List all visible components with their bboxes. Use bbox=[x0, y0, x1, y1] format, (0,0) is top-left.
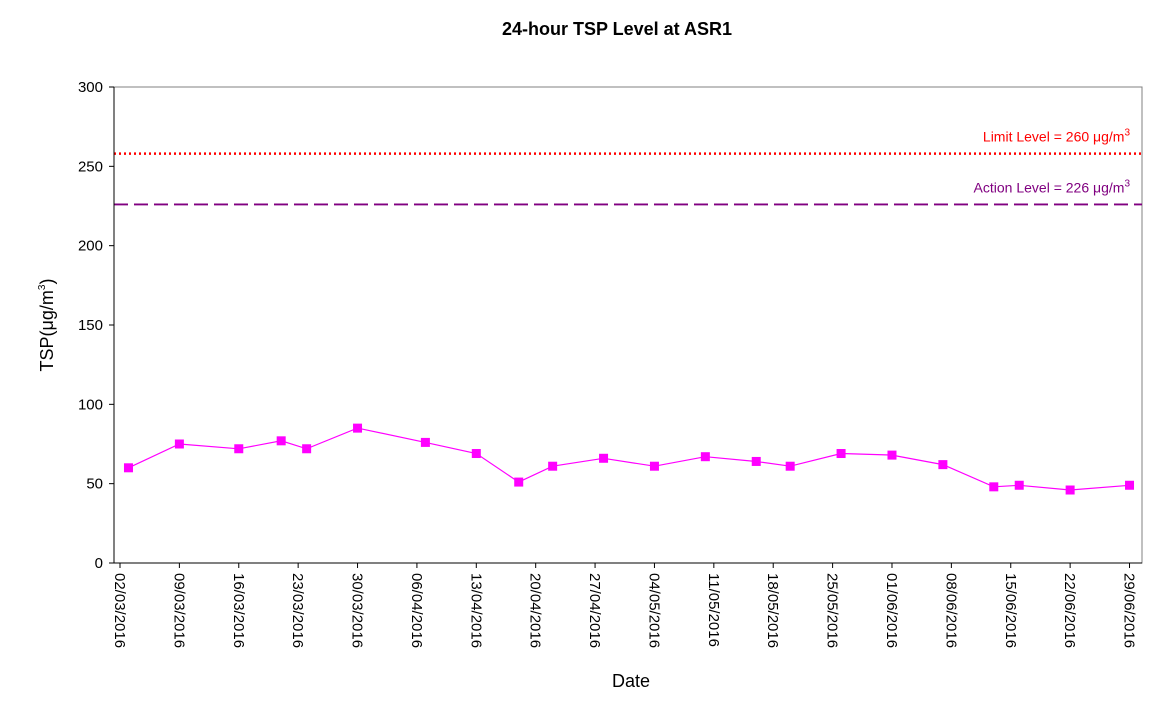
x-tick-label: 25/05/2016 bbox=[824, 573, 841, 648]
y-axis-label: TSP(μg/m3) bbox=[37, 279, 57, 372]
y-tick-label: 0 bbox=[95, 555, 103, 572]
data-point bbox=[836, 449, 846, 459]
limit-level-label: Limit Level = 260 μg/m3 bbox=[983, 128, 1131, 145]
data-point bbox=[751, 456, 761, 466]
data-point bbox=[420, 437, 430, 447]
series-group bbox=[123, 423, 1135, 495]
x-tick-label: 04/05/2016 bbox=[645, 573, 662, 648]
x-tick-label: 13/04/2016 bbox=[467, 573, 484, 648]
x-tick-label: 27/04/2016 bbox=[586, 573, 603, 648]
data-point bbox=[123, 463, 133, 473]
y-axis-label-sup: 3 bbox=[37, 284, 48, 290]
data-point bbox=[938, 460, 948, 470]
chart-title: 24-hour TSP Level at ASR1 bbox=[502, 19, 732, 39]
data-point bbox=[1014, 480, 1024, 490]
y-tick-label: 150 bbox=[78, 317, 103, 334]
x-tick-label: 02/03/2016 bbox=[111, 573, 128, 648]
x-tick-label: 15/06/2016 bbox=[1002, 573, 1019, 648]
data-point bbox=[234, 444, 244, 454]
data-point bbox=[649, 461, 659, 471]
data-point bbox=[887, 450, 897, 460]
x-tick-label: 23/03/2016 bbox=[289, 573, 306, 648]
data-point bbox=[302, 444, 312, 454]
data-point bbox=[353, 423, 363, 433]
y-axis-label-base: TSP(μg/m bbox=[37, 290, 57, 371]
x-tick-label: 08/06/2016 bbox=[942, 573, 959, 648]
x-tick-label: 22/06/2016 bbox=[1061, 573, 1078, 648]
x-tick-label: 11/05/2016 bbox=[705, 573, 722, 647]
data-point bbox=[548, 461, 558, 471]
x-tick-label: 29/06/2016 bbox=[1121, 573, 1138, 648]
y-tick-label: 250 bbox=[78, 158, 103, 175]
data-point bbox=[174, 439, 184, 449]
data-point bbox=[700, 452, 710, 462]
x-tick-label: 09/03/2016 bbox=[170, 573, 187, 648]
y-axis: 0 50 100 150 200 250 300 bbox=[78, 79, 115, 572]
y-tick-label: 100 bbox=[78, 396, 103, 413]
y-tick-label: 50 bbox=[86, 476, 103, 493]
ref-label-main: Limit Level = 260 μg/m bbox=[983, 129, 1125, 145]
x-tick-label: 16/03/2016 bbox=[230, 573, 247, 648]
y-tick-label: 200 bbox=[78, 238, 103, 255]
y-axis-label-tail: ) bbox=[37, 279, 57, 285]
ref-label-sup: 3 bbox=[1124, 128, 1130, 139]
ref-label-main: Action Level = 226 μg/m bbox=[974, 179, 1125, 195]
x-tick-label: 06/04/2016 bbox=[408, 573, 425, 648]
data-point bbox=[1125, 480, 1135, 490]
x-axis-label: Date bbox=[612, 671, 650, 691]
plot-area bbox=[113, 86, 1143, 564]
data-point bbox=[471, 449, 481, 459]
data-point bbox=[599, 453, 609, 463]
x-tick-label: 30/03/2016 bbox=[349, 573, 366, 648]
y-tick-label: 300 bbox=[78, 79, 103, 96]
x-axis: 02/03/2016 09/03/2016 16/03/2016 23/03/2016… bbox=[111, 562, 1142, 648]
data-point bbox=[785, 461, 795, 471]
data-point bbox=[276, 436, 286, 446]
series-line bbox=[128, 427, 1130, 491]
data-point bbox=[989, 482, 999, 492]
x-tick-label: 01/06/2016 bbox=[883, 573, 900, 648]
data-point bbox=[514, 477, 524, 487]
x-tick-label: 18/05/2016 bbox=[764, 573, 781, 648]
action-level-label: Action Level = 226 μg/m3 bbox=[974, 178, 1131, 195]
x-tick-label: 20/04/2016 bbox=[527, 573, 544, 648]
ref-label-sup: 3 bbox=[1124, 178, 1130, 189]
data-point bbox=[1065, 485, 1075, 495]
